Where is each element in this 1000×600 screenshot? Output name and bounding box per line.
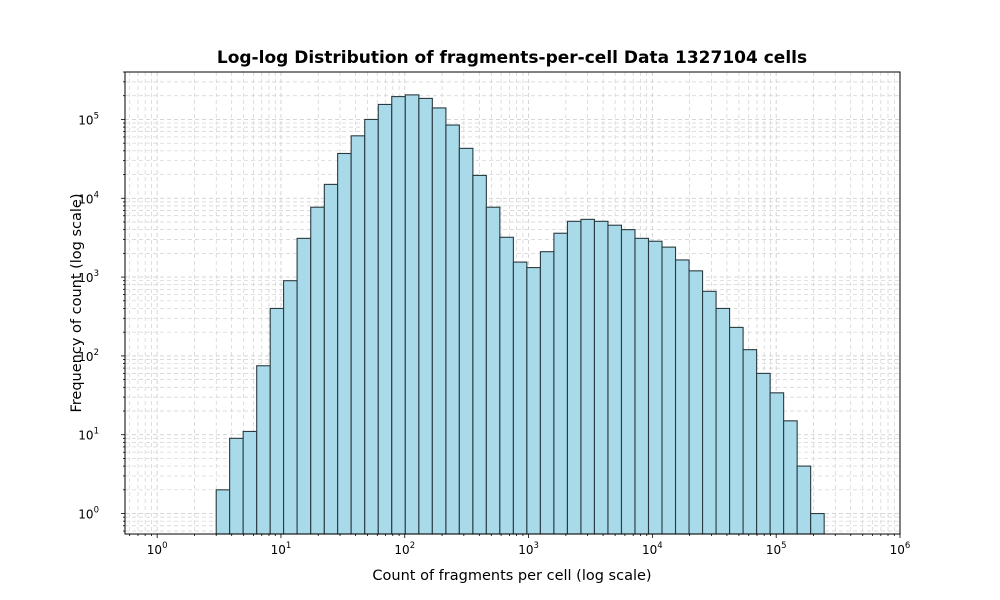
x-tick-label: 100 — [147, 541, 168, 557]
histogram-bar — [283, 280, 298, 535]
x-tick-label: 106 — [890, 541, 911, 557]
histogram-bar — [323, 183, 339, 535]
x-tick-label: 101 — [271, 541, 292, 557]
histogram-bar — [391, 96, 406, 535]
y-tick-label: 104 — [78, 190, 99, 206]
histogram-bar — [756, 372, 771, 535]
histogram-bar — [647, 240, 663, 535]
histogram-bar — [499, 236, 514, 535]
histogram-bar — [607, 224, 623, 535]
x-tick-label: 102 — [394, 541, 415, 557]
histogram-bar — [269, 307, 285, 535]
histogram-bar — [796, 465, 812, 535]
x-tick-label: 105 — [766, 541, 787, 557]
y-tick-label: 103 — [78, 269, 99, 285]
histogram-bar — [674, 259, 690, 535]
histogram-bar — [661, 246, 677, 535]
histogram-bar — [377, 103, 393, 535]
histogram-bar — [553, 232, 568, 535]
histogram-bar — [769, 392, 785, 535]
histogram-bar — [445, 124, 460, 535]
plot-frame — [124, 71, 901, 535]
histogram-bar — [242, 430, 258, 535]
y-tick-label: 100 — [78, 506, 99, 522]
histogram-bar — [620, 229, 636, 535]
histogram-bar — [742, 349, 758, 535]
y-axis-label: Frequency of count (log scale) — [69, 193, 85, 412]
histogram-bar — [404, 94, 420, 535]
histogram-bar — [593, 220, 609, 535]
histogram-bar — [715, 307, 731, 535]
histogram-bar — [526, 267, 541, 535]
histogram-bar — [431, 107, 447, 535]
histogram-bar — [485, 206, 501, 535]
histogram-bar — [472, 174, 487, 535]
histogram-bar — [566, 220, 582, 535]
histogram-bar — [229, 437, 244, 535]
x-axis-label: Count of fragments per cell (log scale) — [372, 568, 651, 584]
histogram-bar — [296, 237, 312, 535]
axis-ticks: 100 101 102 103 104 105 106 100 101 102 103 104 105 — [78, 71, 911, 557]
histogram-bar — [702, 290, 717, 535]
y-tick-label: 101 — [78, 427, 99, 443]
x-tick-label: 103 — [518, 541, 539, 557]
histogram-bar — [580, 218, 596, 535]
histogram-bar — [256, 365, 271, 535]
histogram-bar — [512, 261, 528, 535]
histogram-bar — [337, 152, 352, 535]
histogram-bar — [539, 251, 555, 535]
x-tick-label: 104 — [642, 541, 663, 557]
histogram-bar — [634, 237, 650, 535]
histogram-bar — [364, 118, 379, 535]
histogram-bar — [729, 326, 744, 535]
histogram-bar — [458, 147, 474, 535]
y-tick-label: 105 — [78, 111, 99, 127]
histogram-bar — [783, 420, 798, 535]
chart-title: Log-log Distribution of fragments-per-ce… — [217, 48, 807, 68]
histogram-bar — [215, 489, 231, 535]
histogram-bar — [688, 270, 704, 535]
y-tick-label: 102 — [78, 348, 99, 364]
histogram-bar — [350, 135, 366, 535]
histogram-bar — [810, 512, 825, 535]
histogram-bar — [310, 206, 325, 535]
histogram-bar — [418, 97, 433, 535]
